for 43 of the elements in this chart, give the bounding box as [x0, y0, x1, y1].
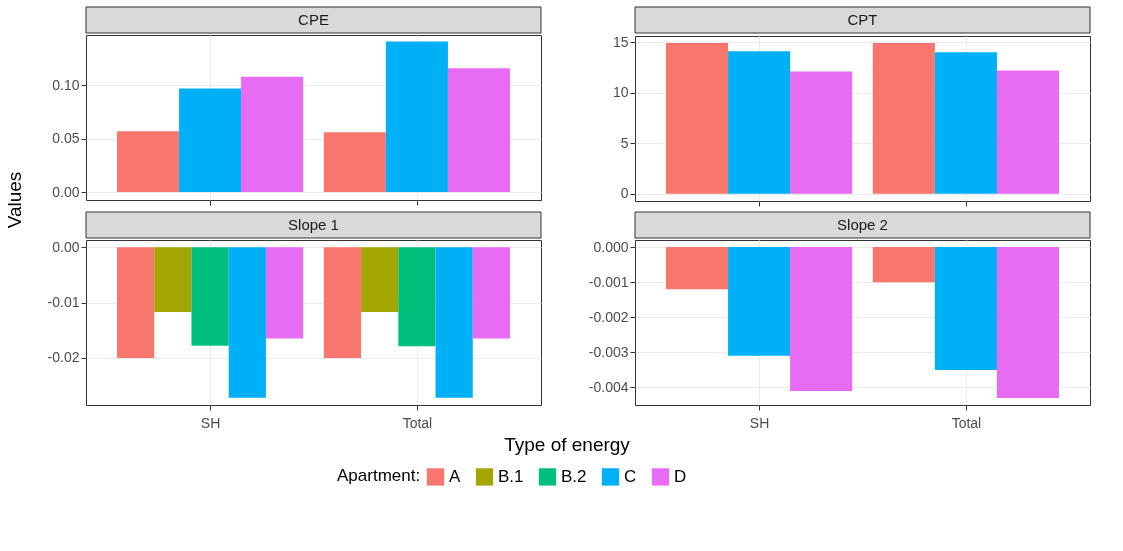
legend-label: C — [624, 466, 637, 486]
legend-label: B.2 — [561, 466, 587, 486]
bar — [385, 41, 448, 193]
x-tick-label: Total — [951, 414, 982, 431]
y-tick-label: -0.002 — [588, 308, 629, 325]
bar — [666, 43, 729, 194]
y-tick-label: 0.000 — [593, 238, 629, 255]
legend-label: B.1 — [498, 466, 524, 486]
y-tick-label: -0.01 — [47, 294, 80, 311]
bar — [996, 70, 1059, 194]
chart-title: Slope 2 — [837, 216, 888, 233]
y-tick-label: 10 — [612, 84, 629, 101]
y-tick-label: 0.10 — [52, 76, 80, 93]
legend-label: D — [674, 466, 687, 486]
x-axis-title: Type of energy — [504, 434, 631, 455]
bar — [728, 51, 791, 194]
chart-title: Slope 1 — [288, 216, 339, 233]
y-tick-label: -0.003 — [588, 343, 629, 360]
y-tick-label: 5 — [620, 134, 629, 151]
bar — [872, 43, 935, 194]
chart-title: CPT — [847, 11, 878, 28]
bar — [117, 131, 180, 193]
y-tick-label: -0.02 — [47, 349, 80, 366]
y-axis-title: Values — [4, 171, 25, 229]
bar — [447, 68, 510, 193]
y-tick-label: 0.00 — [52, 183, 80, 200]
bar — [790, 71, 853, 194]
y-tick-label: -0.001 — [588, 273, 629, 290]
y-tick-label: 0.00 — [52, 238, 80, 255]
bar — [323, 132, 386, 193]
y-tick-label: 0.05 — [52, 130, 80, 147]
x-tick-label: Total — [402, 414, 433, 431]
chart-title: CPE — [298, 11, 329, 28]
x-tick-label: SH — [749, 414, 770, 431]
bar — [179, 88, 242, 193]
bar — [934, 52, 997, 194]
y-tick-label: 15 — [612, 33, 629, 50]
legend-title: Apartment: — [337, 466, 421, 485]
legend-label: A — [449, 466, 461, 486]
x-tick-label: SH — [200, 414, 221, 431]
y-tick-label: -0.004 — [588, 378, 629, 395]
y-tick-label: 0 — [620, 185, 629, 202]
bar — [241, 76, 304, 193]
